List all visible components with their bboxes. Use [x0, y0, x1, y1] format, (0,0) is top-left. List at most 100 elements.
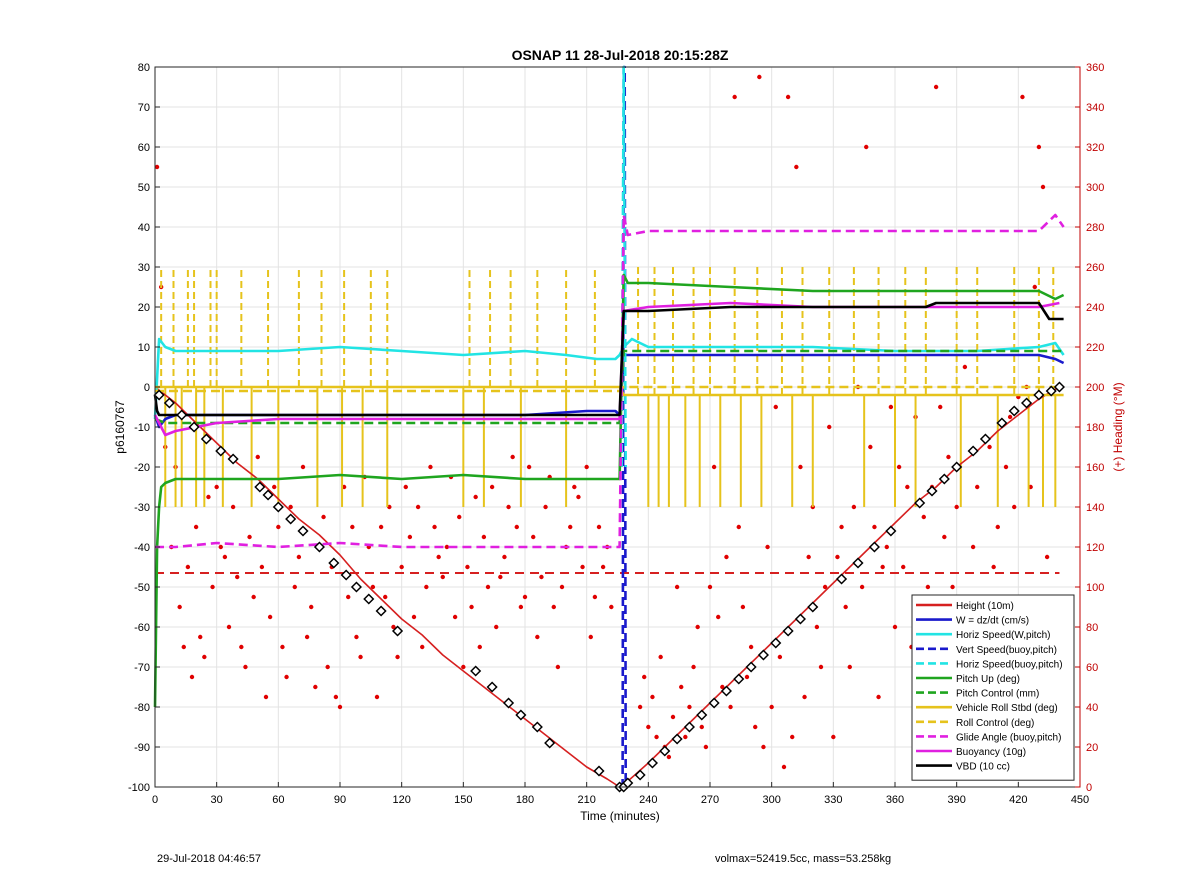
heading-point: [995, 524, 1000, 530]
x-tick-label: 150: [454, 794, 472, 806]
heading-point: [666, 754, 672, 760]
heading-point: [222, 554, 228, 560]
heading-point: [757, 74, 762, 80]
heading-point: [946, 454, 951, 460]
y-tick-label: 20: [138, 302, 150, 314]
y-tick-label: -90: [134, 742, 150, 754]
heading-point: [1007, 414, 1013, 420]
y-tick-label: 60: [138, 142, 150, 154]
heading-point: [1020, 94, 1025, 100]
heading-point: [576, 494, 581, 500]
x-tick-label: 240: [639, 794, 657, 806]
footer-timestamp: 29-Jul-2018 04:46:57: [157, 853, 261, 865]
height-marker: [227, 453, 239, 465]
heading-point: [831, 734, 836, 740]
height-marker: [770, 637, 782, 649]
height-marker: [1045, 385, 1057, 397]
heading-point: [226, 624, 232, 630]
y-tick-label: 50: [138, 182, 150, 194]
heading-point: [235, 574, 240, 580]
height-marker: [683, 721, 696, 733]
y-tick-label: 80: [138, 62, 150, 74]
heading-point: [1036, 144, 1042, 150]
y2-tick-label: 0: [1086, 782, 1092, 794]
heading-point: [465, 564, 470, 570]
heading-point: [637, 704, 643, 710]
heading-point: [177, 604, 182, 610]
heading-point: [847, 664, 852, 670]
heading-point: [337, 704, 343, 710]
heading-point: [703, 744, 709, 750]
heading-point: [588, 634, 593, 640]
height-marker: [188, 421, 200, 433]
heading-point: [736, 524, 741, 530]
heading-point: [876, 694, 881, 700]
heading-point: [280, 644, 285, 650]
heading-point: [761, 744, 766, 750]
y-tick-label: -30: [134, 502, 150, 514]
heading-point: [539, 574, 544, 580]
heading-point: [687, 704, 692, 710]
heading-point: [670, 714, 676, 720]
x-tick-label: 120: [392, 794, 410, 806]
heading-point: [707, 584, 713, 590]
heading-point: [769, 704, 774, 710]
heading-point: [506, 504, 511, 510]
height-marker: [979, 433, 992, 445]
heading-point: [1003, 464, 1009, 470]
height-marker: [794, 613, 807, 625]
heading-point: [489, 484, 495, 490]
height-marker: [1020, 397, 1033, 409]
heading-point: [864, 144, 869, 150]
height-marker: [328, 557, 340, 569]
y-axis-label: p6160767: [113, 400, 127, 454]
heading-point: [650, 694, 655, 700]
height-marker: [340, 569, 352, 581]
height-marker: [1033, 389, 1045, 401]
heading-point: [790, 734, 795, 740]
heading-point: [292, 584, 297, 590]
legend-label: Vehicle Roll Stbd (deg): [956, 703, 1058, 714]
height-marker: [515, 709, 527, 721]
y2-tick-label: 280: [1086, 222, 1104, 234]
height-markers-layer: [153, 381, 1066, 793]
y2-tick-label: 120: [1086, 542, 1104, 554]
height-marker: [659, 745, 671, 757]
heading-point: [872, 524, 877, 530]
heading-point: [251, 594, 256, 600]
heading-point: [551, 604, 556, 610]
series-line: [154, 349, 1064, 425]
heading-point: [888, 404, 894, 410]
height-marker: [782, 625, 794, 637]
x-tick-label: 450: [1071, 794, 1089, 806]
legend-label: VBD (10 cc): [956, 762, 1010, 773]
heading-point: [346, 594, 351, 600]
heading-point: [962, 364, 968, 370]
y-tick-label: 40: [138, 222, 150, 234]
height-marker: [868, 541, 881, 553]
heading-point: [333, 694, 339, 700]
heading-point: [350, 524, 355, 530]
heading-point: [354, 634, 359, 640]
heading-point: [814, 624, 820, 630]
y-axis-ticks: -100-90-80-70-60-50-40-30-20-10010203040…: [128, 62, 160, 794]
heading-point: [679, 684, 684, 690]
y2-tick-label: 240: [1086, 302, 1104, 314]
heading-point: [304, 634, 310, 640]
x-tick-label: 330: [824, 794, 842, 806]
heading-point: [502, 554, 507, 560]
height-marker: [285, 513, 297, 525]
heading-point: [720, 684, 725, 690]
heading-point: [683, 734, 688, 740]
height-marker: [696, 709, 708, 721]
heading-point: [691, 664, 696, 670]
height-marker: [502, 697, 515, 709]
height-marker: [215, 445, 227, 457]
height-marker: [1053, 381, 1066, 393]
heading-point: [198, 634, 203, 640]
y2-tick-label: 340: [1086, 102, 1104, 114]
heading-point: [884, 544, 889, 550]
heading-point: [325, 664, 330, 670]
heading-point: [411, 614, 417, 620]
heading-point: [568, 524, 573, 530]
